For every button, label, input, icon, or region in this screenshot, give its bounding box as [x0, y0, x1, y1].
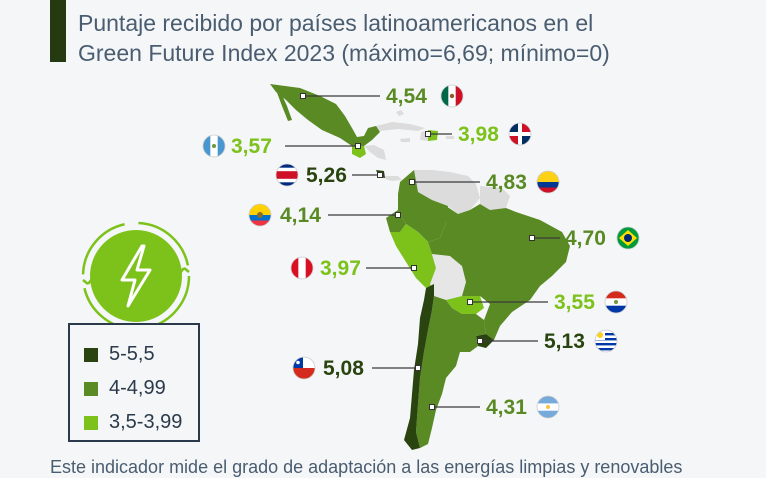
marker-chile	[415, 365, 421, 371]
legend: 5-5,5 4-4,99 3,5-3,99	[68, 323, 200, 442]
guatemala-flag	[202, 134, 226, 158]
value-ecuador: 4,14	[280, 204, 321, 227]
region-cuba	[372, 122, 425, 131]
legend-label: 4-4,99	[109, 377, 166, 399]
legend-item-medium: 4-4,99	[84, 377, 166, 400]
legend-label: 5-5,5	[109, 343, 155, 365]
region-jamaica	[400, 138, 410, 142]
country-colombia	[398, 170, 448, 242]
chile-flag	[292, 356, 316, 380]
value-mexico: 4,54	[386, 85, 427, 108]
marker-costa-rica	[377, 172, 383, 178]
value-costa-rica: 5,26	[306, 164, 347, 187]
marker-argentina	[429, 404, 435, 410]
marker-colombia	[409, 179, 415, 185]
value-guatemala: 3,57	[231, 135, 272, 158]
paraguay-flag	[604, 290, 628, 314]
title-accent-bar	[50, 0, 66, 62]
marker-ecuador	[395, 212, 401, 218]
value-colombia: 4,83	[486, 171, 527, 194]
country-paraguay	[446, 296, 484, 314]
uruguay-flag	[594, 329, 618, 353]
legend-label: 3,5-3,99	[109, 411, 183, 433]
legend-swatch	[84, 415, 98, 430]
argentina-flag	[536, 395, 560, 419]
mexico-flag	[440, 84, 464, 108]
marker-peru	[411, 265, 417, 271]
marker-mexico	[300, 93, 306, 99]
marker-dominican-republic	[425, 131, 431, 137]
value-peru: 3,97	[320, 257, 361, 280]
value-paraguay: 3,55	[554, 291, 595, 314]
region-bolivia	[430, 254, 466, 300]
country-peru	[390, 224, 436, 288]
colombia-flag	[536, 170, 560, 194]
value-dominican-republic: 3,98	[458, 123, 499, 146]
country-callouts: 4,54 3,98	[202, 84, 640, 419]
region-baja-california	[276, 90, 292, 121]
dominican-republic-flag	[508, 122, 532, 146]
chart-title: Puntaje recibido por países latinoameric…	[78, 8, 758, 68]
region-central-america-other	[364, 145, 386, 160]
latin-america-map	[270, 84, 570, 450]
marker-brazil	[529, 235, 535, 241]
title-line-1: Puntaje recibido por países latinoameric…	[78, 10, 594, 36]
legend-swatch	[84, 347, 98, 362]
value-argentina: 4,31	[486, 396, 527, 419]
value-chile: 5,08	[323, 357, 364, 380]
legend-item-light: 3,5-3,99	[84, 411, 182, 434]
lightning-bolt-icon	[81, 221, 191, 331]
title-line-2: Green Future Index 2023 (máximo=6,69; mí…	[78, 40, 610, 66]
footnote: Este indicador mide el grado de adaptaci…	[50, 457, 683, 477]
region-puerto-rico	[446, 136, 454, 139]
legend-swatch	[84, 381, 98, 396]
marker-uruguay	[477, 338, 483, 344]
value-uruguay: 5,13	[544, 330, 585, 353]
peru-flag	[290, 256, 314, 280]
region-guyanas	[480, 186, 510, 210]
marker-guatemala	[355, 143, 361, 149]
ecuador-flag	[248, 203, 272, 227]
country-mexico	[270, 84, 380, 146]
marker-paraguay	[467, 299, 473, 305]
legend-item-dark: 5-5,5	[84, 343, 155, 366]
value-brazil: 4,70	[565, 227, 606, 250]
region-venezuela	[412, 170, 480, 214]
region-bahamas	[396, 110, 404, 116]
region-panama	[385, 176, 402, 181]
brazil-flag	[616, 226, 640, 250]
costa-rica-flag	[275, 163, 299, 187]
